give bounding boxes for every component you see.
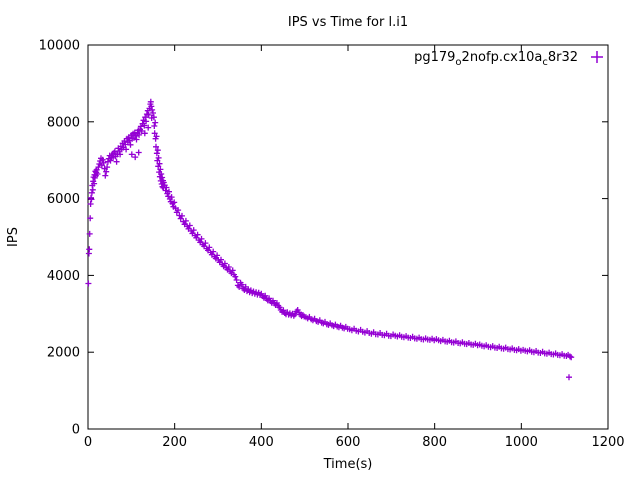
tick-labels: 0 200 400 600 800 1000 1200 0 2000 4000 6000 8000 10…	[39, 39, 625, 451]
scatter-points	[85, 98, 575, 381]
y-tick-label: 8000	[47, 115, 80, 130]
x-tick-label: 1000	[505, 435, 538, 450]
y-tick-label: 4000	[47, 269, 80, 284]
x-tick-label: 1200	[591, 435, 624, 450]
y-tick-label: 2000	[47, 346, 80, 361]
x-tick-label: 200	[162, 435, 187, 450]
x-tick-label: 800	[422, 435, 447, 450]
x-tick-label: 400	[249, 435, 274, 450]
chart-title: IPS vs Time for l.i1	[288, 15, 408, 30]
legend-marker-plus-icon	[591, 51, 603, 63]
legend-label: pg179o2nofp.cx10ac8r32	[414, 50, 578, 68]
legend: pg179o2nofp.cx10ac8r32	[414, 50, 603, 68]
x-tick-label: 0	[84, 435, 92, 450]
y-tick-label: 10000	[39, 39, 80, 54]
y-tick-label: 0	[72, 423, 80, 438]
y-axis-label: IPS	[6, 227, 21, 247]
plot-border	[87, 44, 609, 430]
y-tick-label: 6000	[47, 192, 80, 207]
x-axis-label: Time(s)	[323, 457, 373, 472]
axis-ticks	[87, 44, 609, 430]
x-tick-label: 600	[336, 435, 361, 450]
